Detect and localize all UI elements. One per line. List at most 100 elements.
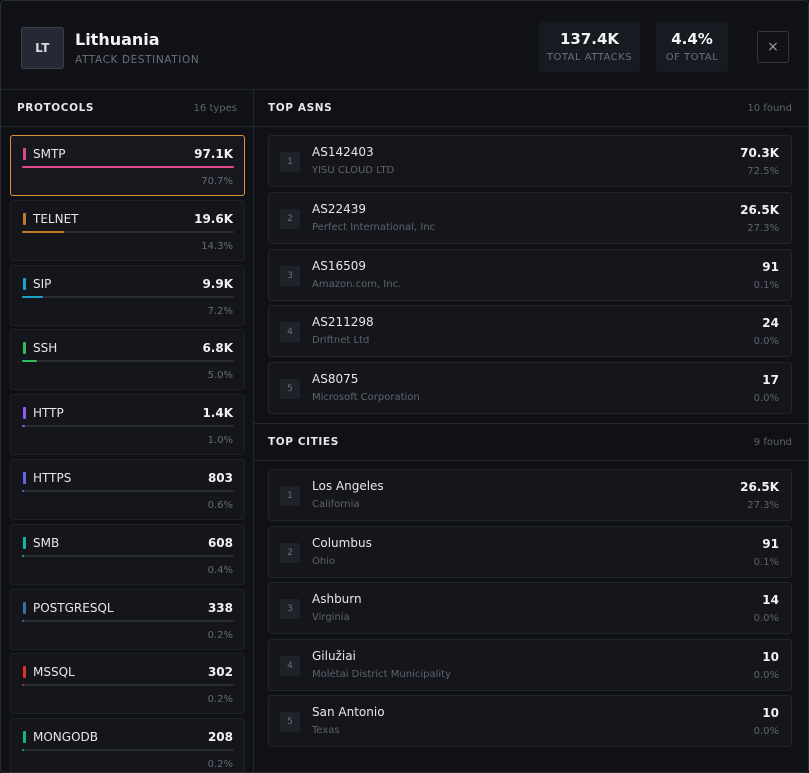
asn-count: 17 [762,373,779,388]
close-icon: × [767,39,779,55]
asn-row[interactable]: 4 AS211298 Driftnet Ltd 24 0.0% [268,305,792,358]
protocols-header: PROTOCOLS 16 types [1,90,253,127]
protocol-progress-fill [22,749,24,752]
asns-header: TOP ASNS 10 found [254,90,808,127]
city-name: Columbus [312,535,372,550]
protocol-progress-fill [22,230,65,233]
protocol-percent: 0.2% [207,629,233,641]
asn-percent: 0.0% [753,393,779,405]
protocol-name: MONGODB [33,730,98,745]
protocol-progress-fill [22,166,234,168]
protocol-color-marker [23,601,26,614]
asn-percent: 27.3% [747,222,779,234]
protocol-item-smtp[interactable]: SMTP 97.1K 70.7% [10,135,245,196]
asn-percent: 0.0% [753,336,779,348]
city-percent: 0.0% [753,613,779,624]
protocol-count: 608 [207,535,233,550]
protocol-name: TELNET [33,211,79,226]
protocol-name: HTTP [33,406,64,421]
asn-row[interactable]: 3 AS16509 Amazon.com, Inc. 91 0.1% [268,248,792,301]
protocols-section: PROTOCOLS 16 types SMTP 97.1K 70.7% TELNET 1… [1,90,254,772]
protocol-item-telnet[interactable]: TELNET 19.6K 14.3% [10,199,245,261]
protocol-name: MSSQL [33,665,75,680]
protocol-progress-fill [22,425,25,428]
close-button[interactable]: × [757,31,789,63]
protocol-count: 803 [207,471,233,485]
share-of-total-value: 4.4% [671,30,713,48]
share-of-total-stat: 4.4% OF TOTAL [656,22,728,72]
protocol-color-marker [23,277,26,290]
asn-row[interactable]: 1 AS142403 YISU CLOUD LTD 70.3K 72.5% [268,135,792,187]
asn-number: AS22439 [312,201,366,216]
protocol-percent: 5.0% [207,370,233,382]
city-row[interactable]: 3 Ashburn Virginia 14 0.0% [268,582,792,634]
protocol-percent: 7.2% [207,305,233,317]
protocols-title: PROTOCOLS [17,102,95,114]
protocol-progress-track [22,360,234,363]
asns-count: 10 found [747,103,792,114]
protocol-progress-fill [22,360,37,363]
asn-row[interactable]: 2 AS22439 Perfect International, Inc 26.5K 2… [268,191,792,244]
protocol-percent: 0.6% [207,500,233,511]
rank-badge: 3 [280,599,300,619]
protocol-item-smb[interactable]: SMB 608 0.4% [10,523,245,585]
asn-row[interactable]: 5 AS8075 Microsoft Corporation 17 0.0% [268,362,792,415]
cities-count: 9 found [753,437,792,448]
protocol-item-mssql[interactable]: MSSQL 302 0.2% [10,653,245,715]
city-count: 26.5K [740,480,779,494]
asn-number: AS16509 [312,258,366,273]
rank-badge: 3 [280,265,300,286]
protocol-item-https[interactable]: HTTPS 803 0.6% [10,459,245,520]
city-count: 91 [762,536,779,551]
city-row[interactable]: 2 Columbus Ohio 91 0.1% [268,525,792,578]
protocol-percent: 0.4% [207,564,233,576]
country-subtitle: ATTACK DESTINATION [75,54,200,66]
asn-count: 26.5K [740,202,779,217]
city-region: Texas [312,725,340,736]
protocol-progress-track [22,425,234,428]
protocol-name: SIP [33,276,52,291]
asn-organization: YISU CLOUD LTD [312,165,395,176]
protocol-count: 9.9K [202,276,233,291]
protocol-progress-track [22,490,234,492]
asn-percent: 0.1% [753,279,779,291]
city-count: 10 [762,706,779,720]
asn-number: AS142403 [312,145,374,159]
rank-badge: 5 [280,712,300,732]
city-region: California [312,499,360,510]
protocol-name: HTTPS [33,471,72,485]
protocol-progress-fill [22,554,24,557]
city-row[interactable]: 5 San Antonio Texas 10 0.0% [268,695,792,747]
panel-header: LT Lithuania ATTACK DESTINATION 137.4K T… [1,1,808,90]
protocol-percent: 14.3% [201,240,233,252]
share-of-total-label: OF TOTAL [665,52,719,63]
protocol-color-marker [23,536,26,549]
asns-title: TOP ASNS [268,102,333,114]
protocol-item-ssh[interactable]: SSH 6.8K 5.0% [10,329,245,391]
protocol-count: 302 [207,665,233,680]
protocol-count: 1.4K [202,406,233,421]
protocol-item-sip[interactable]: SIP 9.9K 7.2% [10,264,245,326]
protocol-progress-track [22,554,234,557]
city-name: San Antonio [312,705,385,719]
protocol-item-http[interactable]: HTTP 1.4K 1.0% [10,394,245,456]
city-row[interactable]: 1 Los Angeles California 26.5K 27.3% [268,469,792,521]
city-count: 10 [762,649,779,664]
asn-organization: Perfect International, Inc [312,221,436,233]
city-row[interactable]: 4 Gilužiai Molėtai District Municipality 10… [268,638,792,691]
protocol-color-marker [23,731,26,744]
protocol-percent: 0.2% [207,694,233,706]
protocol-count: 6.8K [202,341,233,356]
asn-number: AS211298 [312,315,374,330]
city-count: 14 [762,593,779,607]
protocol-item-postgresql[interactable]: POSTGRESQL 338 0.2% [10,588,245,650]
protocol-color-marker [23,212,26,225]
city-region: Ohio [312,555,336,567]
protocol-progress-track [22,619,234,622]
protocol-name: POSTGRESQL [33,600,114,615]
protocol-color-marker [23,407,26,420]
protocol-item-mongodb[interactable]: MONGODB 208 0.2% [10,718,245,772]
protocol-progress-track [22,684,234,687]
asn-organization: Amazon.com, Inc. [312,278,402,290]
city-percent: 0.0% [753,669,779,681]
